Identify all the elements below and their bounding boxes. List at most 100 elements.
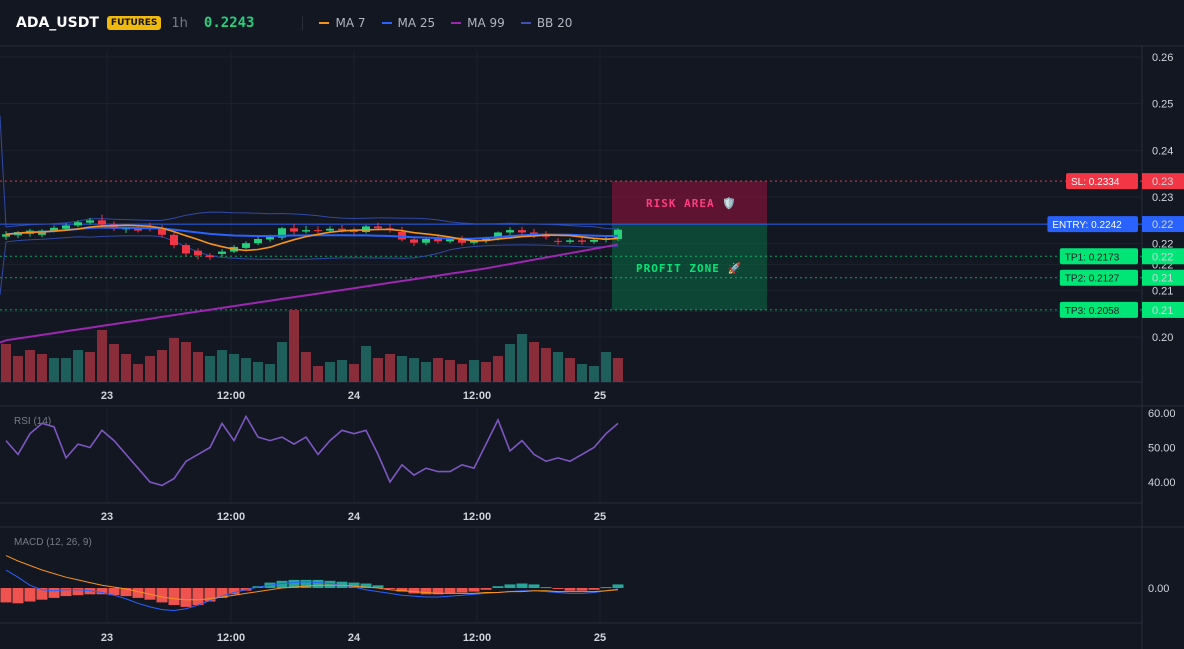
macd-histogram-bar [288,579,300,588]
macd-histogram-bar [576,588,588,591]
macd-histogram-bar [192,588,204,606]
legend-ma99[interactable]: MA 99 [451,16,505,30]
volume-bar [505,344,515,382]
macd-histogram-bar [492,586,504,588]
price-axis-label: 0.24 [1152,145,1173,157]
candle-body [122,228,130,230]
macd-histogram-bar [504,584,516,588]
candle-body [158,229,166,235]
macd-histogram-bar [300,579,312,588]
legend-ma7-label: MA 7 [335,16,366,30]
volume-bar [181,342,191,382]
candle-body [302,230,310,232]
last-price: 0.2243 [203,15,255,31]
volume-bar [121,354,131,382]
ma25-swatch [381,22,392,24]
macd-histogram-bar [108,588,120,596]
stop-loss-tag [1066,173,1138,190]
candle-body [614,229,622,239]
volume-bar [109,344,119,382]
chart-grid [0,45,1184,649]
candle-body [182,245,190,254]
timeframe-label[interactable]: 1h [171,15,188,31]
tp1-tag [1059,248,1138,265]
stop-loss-axis-tag [1142,173,1184,190]
symbol-name[interactable]: ADA_USDT [16,15,99,31]
rsi-axis-label: 50.00 [1148,443,1176,455]
tp3-tag-label: TP3: 0.2058 [1065,306,1120,317]
candle-body [134,228,142,231]
candle-body [110,224,118,229]
legend-ma25[interactable]: MA 25 [381,16,435,30]
candle-body [50,227,58,231]
candle-body [338,228,346,231]
volume-bars [1,310,623,382]
candle-body [170,234,178,246]
bb-lower-band [0,235,619,296]
volume-bar [145,356,155,382]
risk-area-label: RISK AREA 🛡️ [646,197,737,210]
macd-histogram-bar [228,588,240,595]
candlesticks [2,214,622,260]
rsi-axis-label: 40.00 [1148,477,1176,489]
rsi-line [5,414,619,487]
volume-bar [373,358,383,382]
macd-histogram-bar [36,588,48,600]
volume-bar [481,362,491,382]
candle-body [518,230,526,233]
macd-histogram-bar [468,588,480,592]
legend-bb20[interactable]: BB 20 [520,16,572,30]
volume-bar [229,354,239,382]
macd-histogram-bar [540,587,552,589]
candle-body [278,228,286,238]
volume-bar [529,342,539,382]
entry-tag-label: ENTRY: 0.2242 [1052,220,1122,231]
profit-zone-label: PROFIT ZONE 🚀 [636,262,742,275]
macd-histogram-bar [204,588,216,602]
macd-histogram-bar [420,588,432,595]
time-label: 25 [594,632,606,644]
volume-bar [49,358,59,382]
macd-histogram-bar [12,588,24,604]
candle-body [218,251,226,254]
macd-histogram-bar [516,583,528,588]
volume-bar [469,360,479,382]
moving-averages [0,224,619,344]
macd-histogram-bar [444,588,456,594]
candle-body [578,240,586,242]
futures-badge: FUTURES [106,16,162,30]
legend-ma7[interactable]: MA 7 [319,16,366,30]
indicator-legend: MA 7 MA 25 MA 99 BB 20 [319,16,572,30]
candle-body [542,235,550,237]
macd-histogram-bar [312,579,324,588]
macd-histogram-bar [612,584,624,588]
macd-histogram-bar [396,588,408,592]
volume-bar [169,338,179,382]
macd-histogram-bar [96,588,108,595]
macd-signal-line [5,555,619,601]
macd-title: MACD (12, 26, 9) [14,537,92,548]
macd-histogram-bar [480,588,492,590]
candle-body [350,230,358,232]
time-label: 24 [348,511,361,523]
tp3-axis-value: 0.21 [1152,305,1173,317]
tp2-tag-label: TP2: 0.2127 [1065,274,1120,285]
macd-histogram-bar [600,587,612,589]
price-axis-label: 0.20 [1152,332,1173,344]
price-level-lines [0,180,1142,311]
header-divider [302,16,304,30]
volume-bar [73,350,83,382]
volume-bar [421,362,431,382]
macd-histogram-bar [48,588,60,598]
macd-histogram-bar [360,583,372,588]
candle-body [374,226,382,229]
price-axis-label: 0.26 [1152,52,1173,64]
ma7-swatch [319,22,330,24]
volume-bar [25,350,35,382]
candle-body [86,220,94,223]
volume-bar [205,356,215,382]
candle-body [506,230,514,233]
time-label: 12:00 [463,511,491,523]
macd-histogram-bar [276,580,288,588]
